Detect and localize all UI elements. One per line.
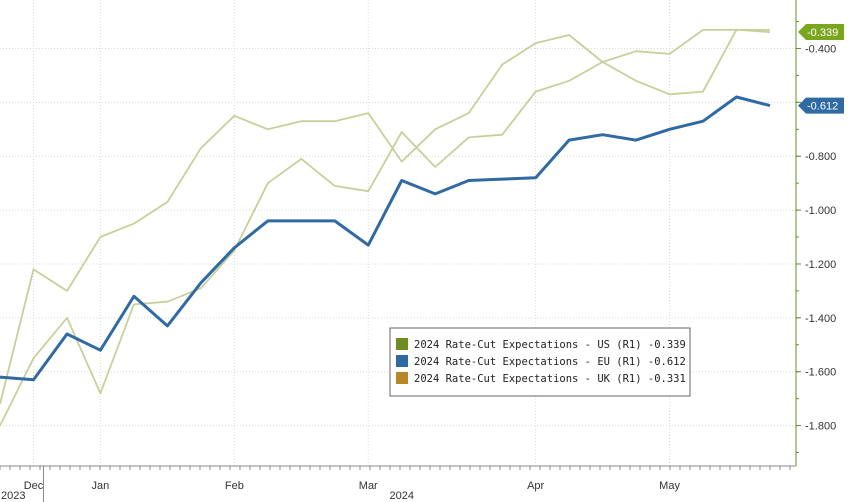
- badge-label: -0.339: [807, 27, 838, 39]
- badge-shape: [798, 24, 844, 41]
- value-badge-eu: -0.612: [798, 97, 844, 114]
- badge-layer: -0.339 -0.612: [798, 24, 844, 114]
- series-line-uk: [0, 28, 770, 405]
- y-tick-label: -1.200: [805, 259, 836, 271]
- y-tick-label: -0.400: [805, 43, 836, 55]
- legend-entry: 2024 Rate-Cut Expectations - US (R1) -0.…: [414, 339, 686, 351]
- y-tick-label: -1.800: [805, 421, 836, 433]
- x-tick-label: Dec: [24, 480, 44, 492]
- x-tick-label: Mar: [359, 480, 378, 492]
- y-tick-label: -1.000: [805, 205, 836, 217]
- x-tick-label: Apr: [527, 480, 544, 492]
- year-label-2023: 2023: [1, 490, 25, 502]
- y-tick-label: -0.800: [805, 151, 836, 163]
- legend-swatch: [396, 338, 408, 350]
- y-tick-label: -1.600: [805, 367, 836, 379]
- legend-box: [389, 327, 691, 397]
- series-layer: [0, 28, 771, 427]
- year-label-2024: 2024: [389, 490, 413, 502]
- legend-entry: 2024 Rate-Cut Expectations - EU (R1) -0.…: [414, 356, 686, 368]
- x-tick-label: Feb: [225, 480, 244, 492]
- value-badge-us: -0.339: [798, 24, 844, 41]
- series-line-eu: [0, 95, 771, 382]
- legend-swatch: [396, 355, 408, 367]
- legend-entry: 2024 Rate-Cut Expectations - UK (R1) -0.…: [414, 373, 686, 385]
- x-tick-label: May: [659, 480, 680, 492]
- y-tick-label: -1.400: [805, 313, 836, 325]
- x-tick-label: Jan: [92, 480, 110, 492]
- badge-shape: [798, 97, 844, 114]
- legend-swatch: [396, 372, 408, 384]
- series-line-us: [0, 28, 771, 427]
- badge-label: -0.612: [807, 101, 838, 113]
- legend: 2024 Rate-Cut Expectations - US (R1) -0.…: [389, 327, 691, 397]
